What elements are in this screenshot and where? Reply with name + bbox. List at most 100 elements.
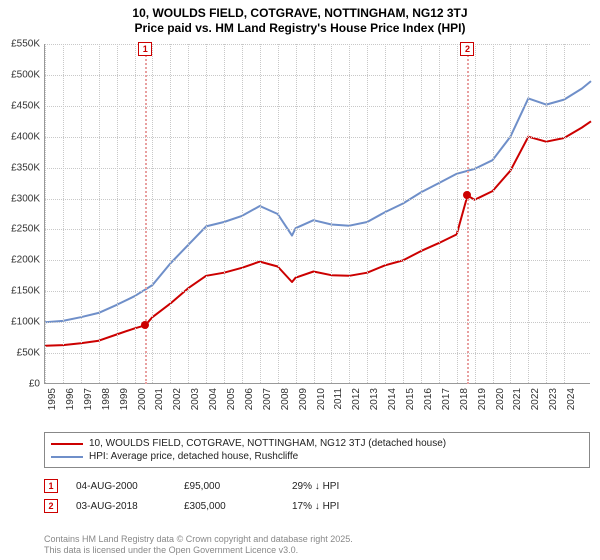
series-svg bbox=[45, 44, 591, 384]
sale-marker-box: 1 bbox=[138, 42, 152, 56]
gridline-h bbox=[45, 137, 590, 138]
series-hpi bbox=[45, 81, 591, 322]
x-axis-label: 1997 bbox=[83, 388, 94, 410]
x-axis-label: 2020 bbox=[495, 388, 506, 410]
gridline-h bbox=[45, 322, 590, 323]
credits-line-1: Contains HM Land Registry data © Crown c… bbox=[44, 534, 590, 545]
chart-container: 10, WOULDS FIELD, COTGRAVE, NOTTINGHAM, … bbox=[0, 0, 600, 560]
sale-marker-box: 2 bbox=[460, 42, 474, 56]
title-line-2: Price paid vs. HM Land Registry's House … bbox=[0, 21, 600, 36]
credits: Contains HM Land Registry data © Crown c… bbox=[44, 534, 590, 557]
legend-swatch bbox=[51, 456, 83, 458]
x-axis-label: 2014 bbox=[387, 388, 398, 410]
legend-label: HPI: Average price, detached house, Rush… bbox=[89, 451, 298, 462]
event-delta: 17% ↓ HPI bbox=[292, 501, 382, 512]
credits-line-2: This data is licensed under the Open Gov… bbox=[44, 545, 590, 556]
gridline-v bbox=[188, 44, 189, 383]
gridline-v bbox=[99, 44, 100, 383]
legend-label: 10, WOULDS FIELD, COTGRAVE, NOTTINGHAM, … bbox=[89, 438, 446, 449]
x-axis-label: 2003 bbox=[190, 388, 201, 410]
x-axis-label: 2007 bbox=[262, 388, 273, 410]
gridline-v bbox=[152, 44, 153, 383]
gridline-v bbox=[546, 44, 547, 383]
x-axis-label: 2016 bbox=[423, 388, 434, 410]
event-price: £95,000 bbox=[184, 481, 274, 492]
gridline-v bbox=[224, 44, 225, 383]
gridline-v bbox=[81, 44, 82, 383]
gridline-v bbox=[528, 44, 529, 383]
gridline-h bbox=[45, 199, 590, 200]
gridline-v bbox=[349, 44, 350, 383]
gridline-v bbox=[564, 44, 565, 383]
gridline-h bbox=[45, 229, 590, 230]
sale-marker-dot bbox=[141, 321, 149, 329]
gridline-h bbox=[45, 353, 590, 354]
gridline-v bbox=[403, 44, 404, 383]
gridline-v bbox=[439, 44, 440, 383]
x-axis-label: 2015 bbox=[405, 388, 416, 410]
x-axis-label: 2010 bbox=[316, 388, 327, 410]
event-row: 203-AUG-2018£305,00017% ↓ HPI bbox=[44, 496, 590, 516]
x-axis-label: 2024 bbox=[566, 388, 577, 410]
x-axis-label: 1998 bbox=[101, 388, 112, 410]
gridline-h bbox=[45, 106, 590, 107]
event-date: 04-AUG-2000 bbox=[76, 481, 166, 492]
plot-region: 12 bbox=[44, 44, 590, 384]
event-date: 03-AUG-2018 bbox=[76, 501, 166, 512]
gridline-v bbox=[296, 44, 297, 383]
event-marker-box: 2 bbox=[44, 499, 58, 513]
gridline-v bbox=[475, 44, 476, 383]
x-axis-label: 2002 bbox=[172, 388, 183, 410]
legend: 10, WOULDS FIELD, COTGRAVE, NOTTINGHAM, … bbox=[44, 432, 590, 468]
y-axis-label: £50K bbox=[0, 348, 40, 359]
chart-area: 12 £0£50K£100K£150K£200K£250K£300K£350K£… bbox=[44, 44, 590, 424]
series-price_paid bbox=[45, 121, 591, 345]
y-axis-label: £450K bbox=[0, 100, 40, 111]
x-axis-label: 2018 bbox=[459, 388, 470, 410]
y-axis-label: £250K bbox=[0, 224, 40, 235]
gridline-v bbox=[170, 44, 171, 383]
title-line-1: 10, WOULDS FIELD, COTGRAVE, NOTTINGHAM, … bbox=[0, 6, 600, 21]
x-axis-label: 2001 bbox=[154, 388, 165, 410]
y-axis-label: £300K bbox=[0, 193, 40, 204]
gridline-v bbox=[510, 44, 511, 383]
gridline-v bbox=[421, 44, 422, 383]
event-delta: 29% ↓ HPI bbox=[292, 481, 382, 492]
y-axis-label: £150K bbox=[0, 286, 40, 297]
y-axis-label: £200K bbox=[0, 255, 40, 266]
x-axis-label: 1996 bbox=[65, 388, 76, 410]
y-axis-label: £100K bbox=[0, 317, 40, 328]
gridline-h bbox=[45, 44, 590, 45]
x-axis-label: 2021 bbox=[512, 388, 523, 410]
x-axis-label: 2013 bbox=[369, 388, 380, 410]
x-axis-label: 2023 bbox=[548, 388, 559, 410]
gridline-v bbox=[206, 44, 207, 383]
x-axis-label: 2004 bbox=[208, 388, 219, 410]
sale-marker-line bbox=[145, 44, 147, 384]
gridline-h bbox=[45, 291, 590, 292]
sale-marker-dot bbox=[463, 191, 471, 199]
gridline-v bbox=[45, 44, 46, 383]
sale-events-table: 1 04-AUG-2000 £95,000 29% ↓ HPI 2 03-AUG-2018… bbox=[44, 476, 590, 516]
gridline-v bbox=[457, 44, 458, 383]
x-axis-label: 2008 bbox=[280, 388, 291, 410]
gridline-v bbox=[385, 44, 386, 383]
x-axis-label: 1995 bbox=[47, 388, 58, 410]
gridline-v bbox=[242, 44, 243, 383]
y-axis-label: £0 bbox=[0, 379, 40, 390]
event-row: 1 04-AUG-2000 £95,000 29% ↓ HPI bbox=[44, 476, 590, 496]
y-axis-label: £350K bbox=[0, 162, 40, 173]
gridline-v bbox=[314, 44, 315, 383]
x-axis-label: 2017 bbox=[441, 388, 452, 410]
x-axis-label: 2019 bbox=[477, 388, 488, 410]
sale-marker-line bbox=[467, 44, 469, 384]
gridline-h bbox=[45, 168, 590, 169]
gridline-v bbox=[260, 44, 261, 383]
gridline-v bbox=[63, 44, 64, 383]
event-marker-box: 1 bbox=[44, 479, 58, 493]
x-axis-label: 2000 bbox=[137, 388, 148, 410]
x-axis-label: 2006 bbox=[244, 388, 255, 410]
legend-swatch bbox=[51, 443, 83, 445]
x-axis-label: 2022 bbox=[530, 388, 541, 410]
x-axis-label: 2009 bbox=[298, 388, 309, 410]
